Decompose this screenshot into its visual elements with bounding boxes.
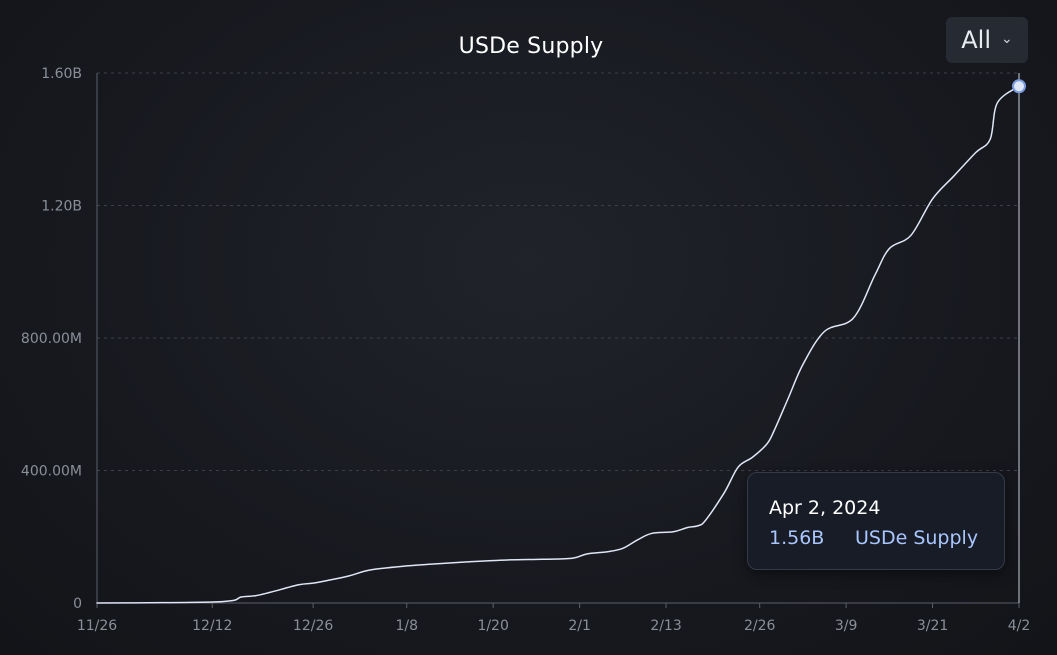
x-tick-label-2: 12/26 xyxy=(293,618,333,634)
highlight-point xyxy=(1012,79,1026,94)
axes xyxy=(96,73,1019,604)
y-tick-label-0: 0 xyxy=(73,596,82,612)
x-tick-label-10: 4/2 xyxy=(1008,618,1031,634)
series-line-0 xyxy=(96,85,1020,604)
x-tick-label-8: 3/9 xyxy=(835,618,858,634)
y-tick-label-1: 400.00M xyxy=(21,464,82,480)
x-tick-label-7: 2/26 xyxy=(744,618,776,634)
x-tick-label-9: 3/21 xyxy=(917,618,948,634)
chart-tooltip: Apr 2, 2024 1.56B USDe Supply xyxy=(747,472,1005,570)
series xyxy=(96,85,1020,604)
y-tick-label-2: 800.00M xyxy=(21,331,82,347)
x-tick-label-6: 2/13 xyxy=(650,618,681,634)
chart-title: USDe Supply xyxy=(458,34,604,59)
grid-lines xyxy=(97,72,1019,471)
y-tick-label-4: 1.60B xyxy=(41,66,82,82)
markers xyxy=(1012,73,1026,603)
tooltip-date: Apr 2, 2024 xyxy=(769,497,881,519)
y-axis-ticks: 0 400.00M 800.00M 1.20B 1.60B xyxy=(21,66,82,612)
time-range-value: All xyxy=(961,26,992,54)
y-tick-label-3: 1.20B xyxy=(41,199,82,215)
x-tick-label-5: 2/1 xyxy=(568,618,591,634)
time-range-dropdown[interactable]: All ⌄ xyxy=(946,17,1028,63)
chevron-down-icon: ⌄ xyxy=(1001,31,1013,47)
tooltip-series-name: USDe Supply xyxy=(855,527,979,549)
x-tick-label-4: 1/20 xyxy=(477,618,508,634)
tooltip-value: 1.56B xyxy=(769,527,825,549)
x-tick-label-3: 1/8 xyxy=(395,618,418,634)
x-tick-label-0: 11/26 xyxy=(77,618,117,634)
x-tick-label-1: 12/12 xyxy=(192,618,232,634)
x-axis-ticks: 11/26 12/12 12/26 1/8 1/20 2/1 2/13 2/26 3/9 3/21… xyxy=(77,603,1030,634)
